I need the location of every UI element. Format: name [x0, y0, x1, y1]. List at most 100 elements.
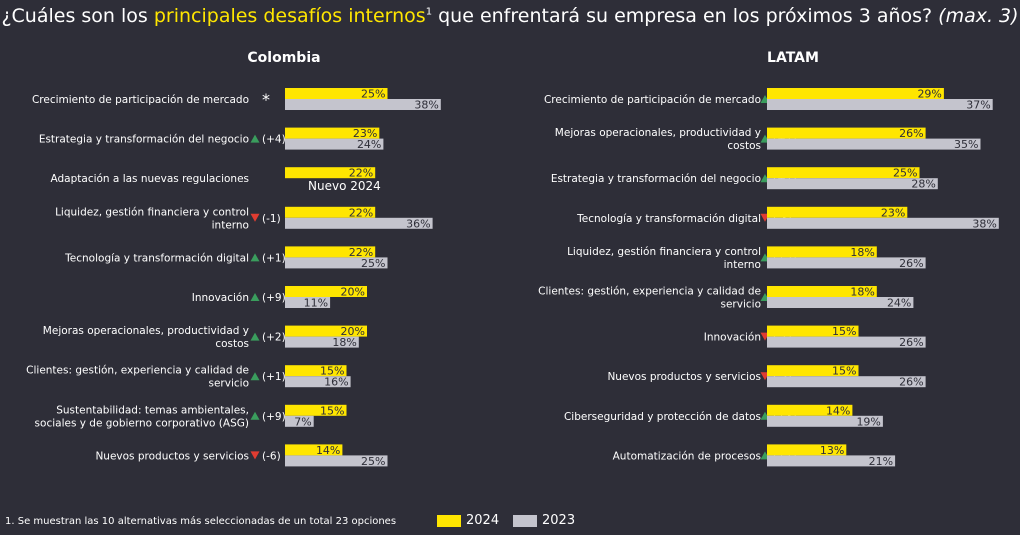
up-arrow-icon: [250, 411, 260, 420]
legend-swatch-2023: [513, 514, 537, 527]
bar-2023: [767, 257, 926, 269]
bar-2024-label: 29%: [917, 88, 941, 101]
bar-2024-label: 22%: [349, 246, 373, 259]
up-arrow-icon: [250, 134, 260, 143]
footnote: 1. Se muestran las 10 alternativas más s…: [5, 516, 397, 527]
category-label: Tecnología y transformación digital: [64, 252, 249, 264]
bar-2023-label: 19%: [856, 415, 880, 428]
rank-change-label: (-1): [262, 213, 281, 225]
bar-2024-label: 15%: [832, 365, 856, 378]
bar-2023-label: 38%: [972, 217, 996, 230]
bar-2023: [285, 138, 384, 150]
new-2024-label: Nuevo 2024: [308, 179, 381, 193]
category-label: Mejoras operacionales, productividad y: [43, 325, 249, 337]
bar-2023-label: 37%: [966, 99, 990, 112]
legend-item-2024: 2024: [437, 513, 499, 528]
bar-2023-label: 25%: [361, 455, 385, 468]
bar-2023-label: 26%: [899, 336, 923, 349]
bar-2024: [285, 127, 380, 139]
category-label: Ciberseguridad y protección de datos: [564, 411, 761, 423]
title-prefix: ¿Cuáles son los: [1, 5, 154, 27]
category-label: Adaptación a las nuevas regulaciones: [51, 173, 250, 185]
bar-2024: [285, 206, 376, 218]
bar-2023: [285, 415, 314, 427]
bar-2024-label: 25%: [361, 88, 385, 101]
bar-2023: [285, 217, 433, 229]
bar-2023-label: 11%: [304, 297, 328, 310]
title-suffix: (max. 3): [938, 5, 1019, 27]
bar-2024-label: 20%: [341, 325, 365, 338]
bar-2023: [767, 138, 981, 150]
bar-2024-label: 14%: [826, 404, 850, 417]
legend-label-2024: 2024: [466, 513, 500, 528]
down-arrow-icon: [250, 213, 260, 222]
bar-2024-label: 13%: [820, 444, 844, 457]
bar-2024: [767, 127, 926, 139]
bar-2024-label: 23%: [353, 127, 377, 140]
category-label: Tecnología y transformación digital: [576, 213, 761, 225]
bar-2024: [285, 365, 347, 377]
bar-2023: [285, 376, 351, 388]
panel-title: Colombia: [247, 50, 320, 66]
bar-2023: [767, 178, 938, 190]
bar-2024: [285, 167, 376, 179]
bar-2023: [767, 297, 914, 308]
up-arrow-icon: [250, 372, 260, 381]
bar-2024: [767, 167, 920, 179]
bar-2024-label: 22%: [349, 167, 373, 180]
bar-2024-label: 25%: [893, 167, 917, 180]
category-label: servicio: [209, 378, 250, 390]
bar-2023-label: 36%: [406, 217, 430, 230]
category-label: Innovación: [704, 332, 761, 344]
rank-change-label: (+1): [262, 371, 286, 383]
category-label: Clientes: gestión, experiencia y calidad…: [26, 365, 249, 377]
bar-2023: [767, 415, 883, 427]
bar-2024: [767, 206, 908, 218]
rank-change-label: (+1): [262, 252, 286, 264]
bar-2023: [767, 99, 993, 110]
title-middle: que enfrentará su empresa en los próximo…: [432, 5, 939, 27]
bar-2024-label: 20%: [341, 286, 365, 299]
bar-2023-label: 35%: [954, 138, 978, 151]
bar-2023-label: 38%: [414, 99, 438, 112]
bar-2023-label: 26%: [899, 257, 923, 270]
rank-change-label: (+4): [262, 134, 286, 146]
bar-2024-label: 18%: [850, 286, 874, 299]
category-label: Estrategia y transformación del negocio: [551, 173, 761, 185]
bar-2023-label: 25%: [361, 257, 385, 270]
up-arrow-icon: [250, 253, 260, 262]
bar-2024: [285, 404, 347, 416]
category-label: Estrategia y transformación del negocio: [39, 134, 249, 146]
bar-2024: [285, 246, 376, 258]
bar-2024-label: 22%: [349, 206, 373, 219]
rank-change-label: (-6): [262, 450, 281, 462]
bar-2024-label: 26%: [899, 127, 923, 140]
bar-2023: [285, 99, 441, 110]
bar-2024: [767, 404, 853, 416]
bar-2024: [285, 444, 343, 456]
category-label: Nuevos productos y servicios: [95, 450, 249, 462]
up-arrow-icon: [250, 332, 260, 341]
bar-2024: [767, 444, 847, 456]
bar-2023-label: 16%: [324, 376, 348, 389]
category-label: Crecimiento de participación de mercado: [544, 94, 761, 106]
bar-2024: [285, 286, 367, 297]
category-label: Crecimiento de participación de mercado: [32, 94, 249, 106]
bar-2023-label: 21%: [869, 455, 893, 468]
legend-swatch-2024: [437, 514, 461, 527]
bar-2024: [767, 246, 877, 258]
bar-2024-label: 23%: [881, 206, 905, 219]
category-label: Liquidez, gestión financiera y control: [55, 206, 249, 218]
bar-2023-label: 18%: [332, 336, 356, 349]
bar-2023: [767, 217, 999, 229]
bar-2024-label: 15%: [832, 325, 856, 338]
bar-2024: [285, 88, 388, 99]
category-label: Clientes: gestión, experiencia y calidad…: [538, 286, 761, 298]
bar-2023-label: 26%: [899, 376, 923, 389]
rank-change-label: (+9): [262, 411, 286, 423]
rank-change-label: (+9): [262, 292, 286, 304]
category-label: interno: [724, 259, 761, 271]
category-label: sociales y de gobierno corporativo (ASG): [35, 417, 249, 429]
legend-label-2023: 2023: [542, 513, 576, 528]
